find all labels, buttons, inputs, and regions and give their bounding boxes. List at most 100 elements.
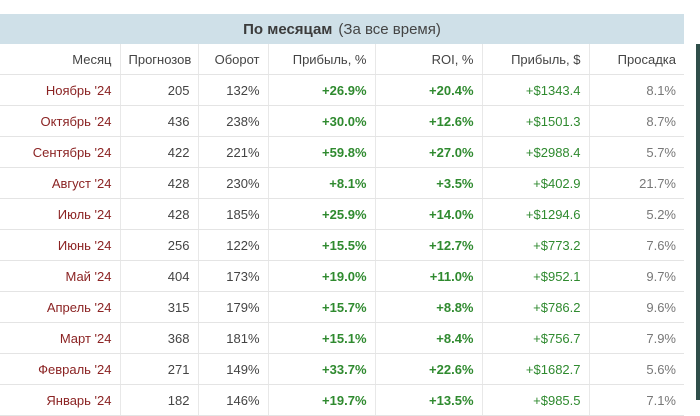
header-row: Месяц Прогнозов Оборот Прибыль, % ROI, %… — [0, 44, 684, 75]
cell-roi: +20.4% — [375, 74, 483, 106]
cell-turnover: 221% — [198, 136, 269, 168]
cell-forecasts: 182 — [120, 384, 199, 416]
cell-profit-pct: +15.1% — [268, 322, 376, 354]
cell-profit-pct: +26.9% — [268, 74, 376, 106]
cell-profit-usd: +$756.7 — [482, 322, 590, 354]
cell-month[interactable]: Август '24 — [0, 167, 121, 199]
cell-profit-pct: +33.7% — [268, 353, 376, 385]
cell-profit-pct: +30.0% — [268, 105, 376, 137]
col-header-month[interactable]: Месяц — [0, 44, 121, 75]
cell-month[interactable]: Апрель '24 — [0, 291, 121, 323]
cell-month[interactable]: Июнь '24 — [0, 229, 121, 261]
cell-drawdown: 7.1% — [589, 384, 684, 416]
cell-drawdown: 7.6% — [589, 229, 684, 261]
section-title: По месяцам — [243, 20, 333, 38]
col-header-profit-pct[interactable]: Прибыль, % — [268, 44, 376, 75]
cell-forecasts: 368 — [120, 322, 199, 354]
table-row[interactable]: Июль '24 428 185% +25.9% +14.0% +$1294.6 5.2% — [0, 198, 684, 230]
cell-roi: +8.8% — [375, 291, 483, 323]
cell-turnover: 132% — [198, 74, 269, 106]
cell-forecasts: 404 — [120, 260, 199, 292]
cell-month[interactable]: Сентябрь '24 — [0, 136, 121, 168]
cell-turnover: 230% — [198, 167, 269, 199]
cell-profit-usd: +$786.2 — [482, 291, 590, 323]
cell-profit-pct: +59.8% — [268, 136, 376, 168]
section-subtitle: (За все время) — [338, 20, 441, 38]
cell-drawdown: 21.7% — [589, 167, 684, 199]
monthly-stats-panel: По месяцам (За все время) Месяц Прогнозо… — [0, 14, 684, 416]
cell-drawdown: 8.1% — [589, 74, 684, 106]
cell-profit-pct: +25.9% — [268, 198, 376, 230]
cell-turnover: 238% — [198, 105, 269, 137]
table-row[interactable]: Май '24 404 173% +19.0% +11.0% +$952.1 9.7% — [0, 260, 684, 292]
cell-forecasts: 256 — [120, 229, 199, 261]
cell-profit-usd: +$1294.6 — [482, 198, 590, 230]
cell-profit-usd: +$1343.4 — [482, 74, 590, 106]
cell-month[interactable]: Май '24 — [0, 260, 121, 292]
cell-drawdown: 7.9% — [589, 322, 684, 354]
cell-roi: +3.5% — [375, 167, 483, 199]
table-row[interactable]: Октябрь '24 436 238% +30.0% +12.6% +$1501.3 8.… — [0, 105, 684, 137]
cell-profit-pct: +19.7% — [268, 384, 376, 416]
cell-roi: +14.0% — [375, 198, 483, 230]
cell-forecasts: 428 — [120, 198, 199, 230]
cell-profit-usd: +$773.2 — [482, 229, 590, 261]
section-header: По месяцам (За все время) — [0, 14, 684, 44]
cell-turnover: 185% — [198, 198, 269, 230]
cell-profit-pct: +8.1% — [268, 167, 376, 199]
cell-roi: +8.4% — [375, 322, 483, 354]
cell-profit-usd: +$402.9 — [482, 167, 590, 199]
col-header-forecasts[interactable]: Прогнозов — [120, 44, 199, 75]
cell-month[interactable]: Март '24 — [0, 322, 121, 354]
table-row[interactable]: Январь '24 182 146% +19.7% +13.5% +$985.5 7.1% — [0, 384, 684, 416]
cell-turnover: 173% — [198, 260, 269, 292]
cell-roi: +27.0% — [375, 136, 483, 168]
cell-forecasts: 271 — [120, 353, 199, 385]
cell-drawdown: 5.7% — [589, 136, 684, 168]
cell-forecasts: 428 — [120, 167, 199, 199]
table-row[interactable]: Ноябрь '24 205 132% +26.9% +20.4% +$1343.4 8.1… — [0, 74, 684, 106]
scroll-area-edge — [684, 0, 700, 400]
col-header-turnover[interactable]: Оборот — [198, 44, 269, 75]
cell-month[interactable]: Февраль '24 — [0, 353, 121, 385]
cell-drawdown: 9.7% — [589, 260, 684, 292]
cell-turnover: 146% — [198, 384, 269, 416]
table-body: Ноябрь '24 205 132% +26.9% +20.4% +$1343.4 8.1… — [0, 74, 684, 416]
table-row[interactable]: Сентябрь '24 422 221% +59.8% +27.0% +$2988.4 5… — [0, 136, 684, 168]
cell-roi: +12.7% — [375, 229, 483, 261]
table-row[interactable]: Март '24 368 181% +15.1% +8.4% +$756.7 7.9% — [0, 322, 684, 354]
cell-roi: +13.5% — [375, 384, 483, 416]
cell-turnover: 122% — [198, 229, 269, 261]
cell-turnover: 149% — [198, 353, 269, 385]
col-header-profit-usd[interactable]: Прибыль, $ — [482, 44, 590, 75]
table-head: Месяц Прогнозов Оборот Прибыль, % ROI, %… — [0, 44, 684, 75]
cell-month[interactable]: Июль '24 — [0, 198, 121, 230]
cell-profit-usd: +$2988.4 — [482, 136, 590, 168]
cell-profit-usd: +$1682.7 — [482, 353, 590, 385]
table-row[interactable]: Февраль '24 271 149% +33.7% +22.6% +$1682.7 5.… — [0, 353, 684, 385]
table-row[interactable]: Апрель '24 315 179% +15.7% +8.8% +$786.2 9.6% — [0, 291, 684, 323]
cell-forecasts: 422 — [120, 136, 199, 168]
col-header-drawdown[interactable]: Просадка — [589, 44, 684, 75]
table-row[interactable]: Август '24 428 230% +8.1% +3.5% +$402.9 21.7% — [0, 167, 684, 199]
cell-profit-usd: +$952.1 — [482, 260, 590, 292]
cell-forecasts: 315 — [120, 291, 199, 323]
cell-drawdown: 5.2% — [589, 198, 684, 230]
cell-profit-pct: +15.5% — [268, 229, 376, 261]
monthly-stats-table: Месяц Прогнозов Оборот Прибыль, % ROI, %… — [0, 44, 684, 416]
cell-profit-pct: +19.0% — [268, 260, 376, 292]
cell-month[interactable]: Январь '24 — [0, 384, 121, 416]
cell-forecasts: 436 — [120, 105, 199, 137]
cell-forecasts: 205 — [120, 74, 199, 106]
cell-month[interactable]: Октябрь '24 — [0, 105, 121, 137]
cell-turnover: 181% — [198, 322, 269, 354]
cell-turnover: 179% — [198, 291, 269, 323]
col-header-roi[interactable]: ROI, % — [375, 44, 483, 75]
table-row[interactable]: Июнь '24 256 122% +15.5% +12.7% +$773.2 7.6% — [0, 229, 684, 261]
cell-roi: +12.6% — [375, 105, 483, 137]
cell-profit-usd: +$1501.3 — [482, 105, 590, 137]
cell-profit-usd: +$985.5 — [482, 384, 590, 416]
cell-roi: +11.0% — [375, 260, 483, 292]
cell-profit-pct: +15.7% — [268, 291, 376, 323]
cell-month[interactable]: Ноябрь '24 — [0, 74, 121, 106]
